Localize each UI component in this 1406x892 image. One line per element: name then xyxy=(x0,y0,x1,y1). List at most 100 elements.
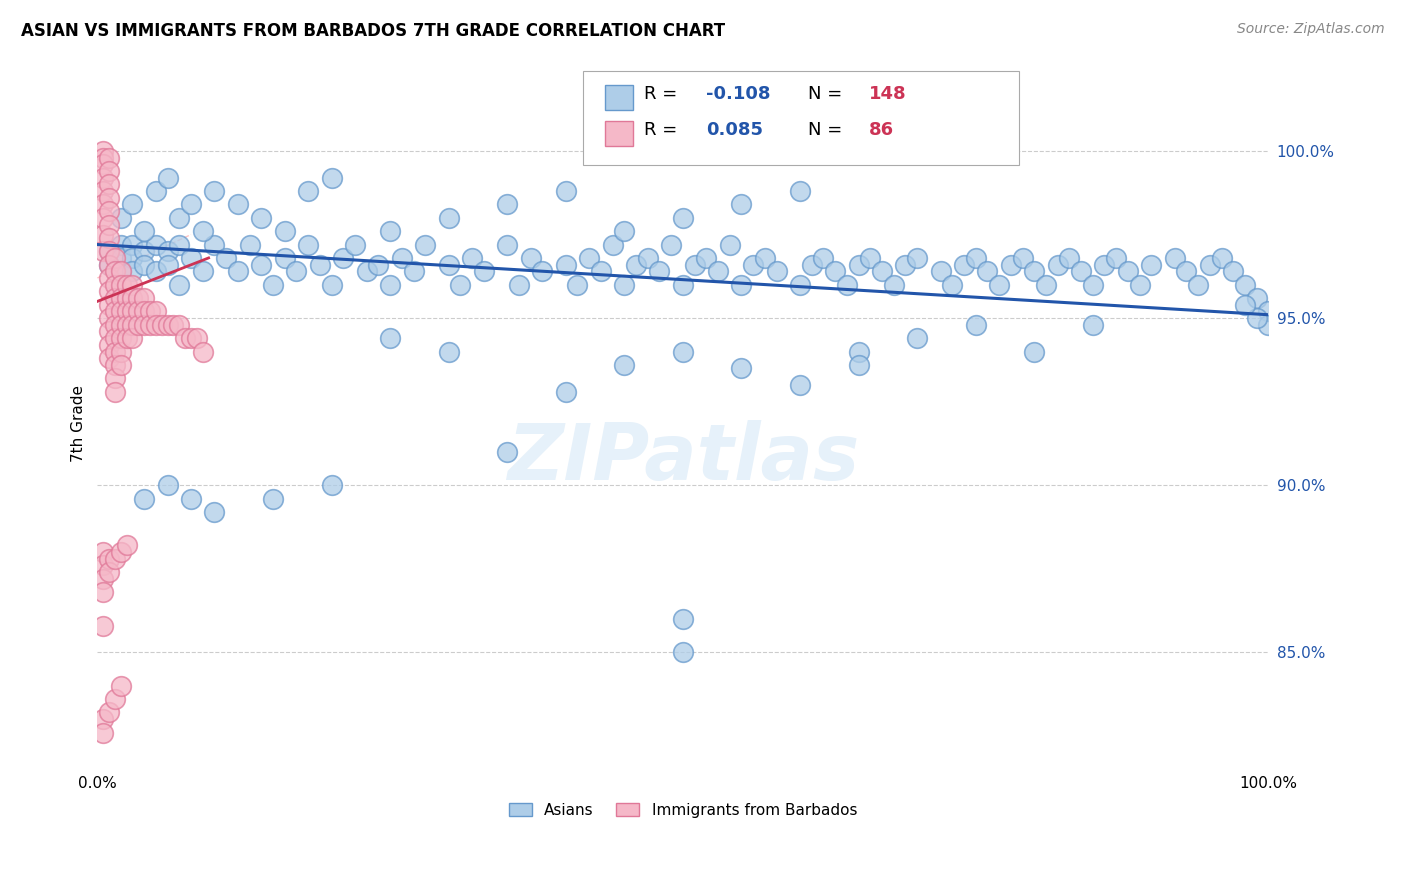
Point xyxy=(104,318,127,332)
Point xyxy=(789,277,811,292)
Point xyxy=(98,151,121,165)
Point xyxy=(391,251,413,265)
Point xyxy=(104,551,127,566)
Point xyxy=(110,277,132,292)
Point xyxy=(250,258,273,272)
Point xyxy=(707,264,730,278)
Point xyxy=(91,725,114,739)
Point xyxy=(672,344,695,359)
Point xyxy=(169,211,191,225)
Point xyxy=(848,344,870,359)
Point xyxy=(180,197,202,211)
Point xyxy=(578,251,600,265)
Point xyxy=(145,304,167,318)
Point xyxy=(145,318,167,332)
Point xyxy=(98,271,121,285)
Point xyxy=(115,318,138,332)
Point xyxy=(98,551,121,566)
Point xyxy=(110,331,132,345)
Point xyxy=(1000,258,1022,272)
Point xyxy=(274,224,297,238)
Point xyxy=(121,291,143,305)
Point xyxy=(378,224,401,238)
Point xyxy=(1222,264,1244,278)
Point xyxy=(191,264,214,278)
Point xyxy=(1164,251,1187,265)
Point xyxy=(127,291,149,305)
Text: 86: 86 xyxy=(869,121,894,139)
Point xyxy=(169,277,191,292)
Point xyxy=(824,264,846,278)
Point xyxy=(134,244,156,259)
Text: N =: N = xyxy=(808,85,842,103)
Point xyxy=(343,237,366,252)
Point xyxy=(98,218,121,232)
Point xyxy=(1140,258,1163,272)
Point xyxy=(1105,251,1128,265)
Point xyxy=(297,184,319,198)
Point xyxy=(134,304,156,318)
Point xyxy=(110,291,132,305)
Point xyxy=(110,251,132,265)
Point xyxy=(718,237,741,252)
Point xyxy=(156,170,179,185)
Point xyxy=(765,264,787,278)
Point xyxy=(121,197,143,211)
Point xyxy=(613,224,636,238)
Point xyxy=(156,258,179,272)
Point xyxy=(156,244,179,259)
Point xyxy=(519,251,541,265)
Y-axis label: 7th Grade: 7th Grade xyxy=(72,384,86,462)
Text: -0.108: -0.108 xyxy=(706,85,770,103)
Point xyxy=(449,277,471,292)
Point xyxy=(976,264,998,278)
Point xyxy=(965,251,987,265)
Point xyxy=(104,264,127,278)
Point xyxy=(437,344,460,359)
Point xyxy=(472,264,495,278)
Point xyxy=(531,264,554,278)
Point xyxy=(859,251,882,265)
Point xyxy=(262,277,284,292)
Point xyxy=(98,178,121,192)
Point xyxy=(104,277,127,292)
Point xyxy=(91,545,114,559)
Point xyxy=(321,277,343,292)
Point xyxy=(637,251,659,265)
Point xyxy=(91,211,114,225)
Point xyxy=(91,151,114,165)
Point xyxy=(297,237,319,252)
Point xyxy=(115,291,138,305)
Point xyxy=(672,277,695,292)
Point xyxy=(308,258,330,272)
Point xyxy=(110,344,132,359)
Point xyxy=(91,558,114,573)
Point xyxy=(98,231,121,245)
Point xyxy=(848,258,870,272)
Point xyxy=(110,237,132,252)
Point xyxy=(285,264,308,278)
Point xyxy=(754,251,776,265)
Point xyxy=(121,318,143,332)
Point xyxy=(98,258,121,272)
Point xyxy=(1175,264,1198,278)
Point xyxy=(1129,277,1152,292)
Point xyxy=(813,251,835,265)
Point xyxy=(98,164,121,178)
Point xyxy=(239,237,262,252)
Point xyxy=(648,264,671,278)
Point xyxy=(672,612,695,626)
Point xyxy=(91,585,114,599)
Point xyxy=(98,338,121,352)
Point xyxy=(134,224,156,238)
Point xyxy=(730,197,752,211)
Point xyxy=(98,706,121,720)
Point xyxy=(121,237,143,252)
Point xyxy=(104,384,127,399)
Point xyxy=(437,258,460,272)
Point xyxy=(367,258,389,272)
Point xyxy=(91,197,114,211)
Point xyxy=(91,170,114,185)
Point xyxy=(672,645,695,659)
Point xyxy=(104,304,127,318)
